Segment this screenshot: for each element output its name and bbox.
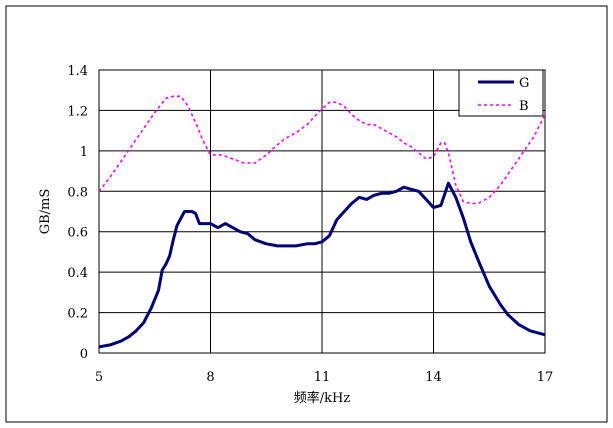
series-line-b: [99, 95, 545, 205]
legend-label-b: B: [519, 99, 529, 114]
y-tick-label: 0.2: [67, 307, 88, 322]
y-tick-label: 0.6: [67, 226, 88, 241]
plot-area: [98, 69, 546, 354]
x-axis-title: 频率/kHz: [294, 390, 351, 406]
x-tick-label: 14: [425, 370, 442, 385]
legend-label-g: G: [519, 76, 529, 91]
y-tick-label: 0.4: [67, 266, 88, 281]
x-tick-label: 17: [537, 370, 554, 385]
y-tick-label: 1.2: [67, 104, 88, 119]
x-tick-label: 11: [314, 370, 331, 385]
series-layer: [99, 95, 545, 349]
series-line-g: [99, 181, 545, 349]
y-tick-label: 0: [80, 347, 88, 362]
y-tick-label: 0.8: [67, 185, 88, 200]
y-tick-label: 1: [80, 145, 88, 160]
y-tick-labels: 0 0.2 0.4 0.6 0.8 1 1.2 1.4: [67, 64, 88, 362]
x-tick-label: 8: [206, 370, 214, 385]
legend: G B: [458, 69, 544, 117]
x-tick-label: 5: [95, 370, 103, 385]
chart-outer-border: [5, 5, 608, 423]
legend-box: [458, 69, 544, 117]
y-axis-title: GB/mS: [38, 189, 53, 235]
x-tick-labels: 5 8 11 14 17: [95, 370, 553, 385]
y-tick-label: 1.4: [67, 64, 88, 79]
